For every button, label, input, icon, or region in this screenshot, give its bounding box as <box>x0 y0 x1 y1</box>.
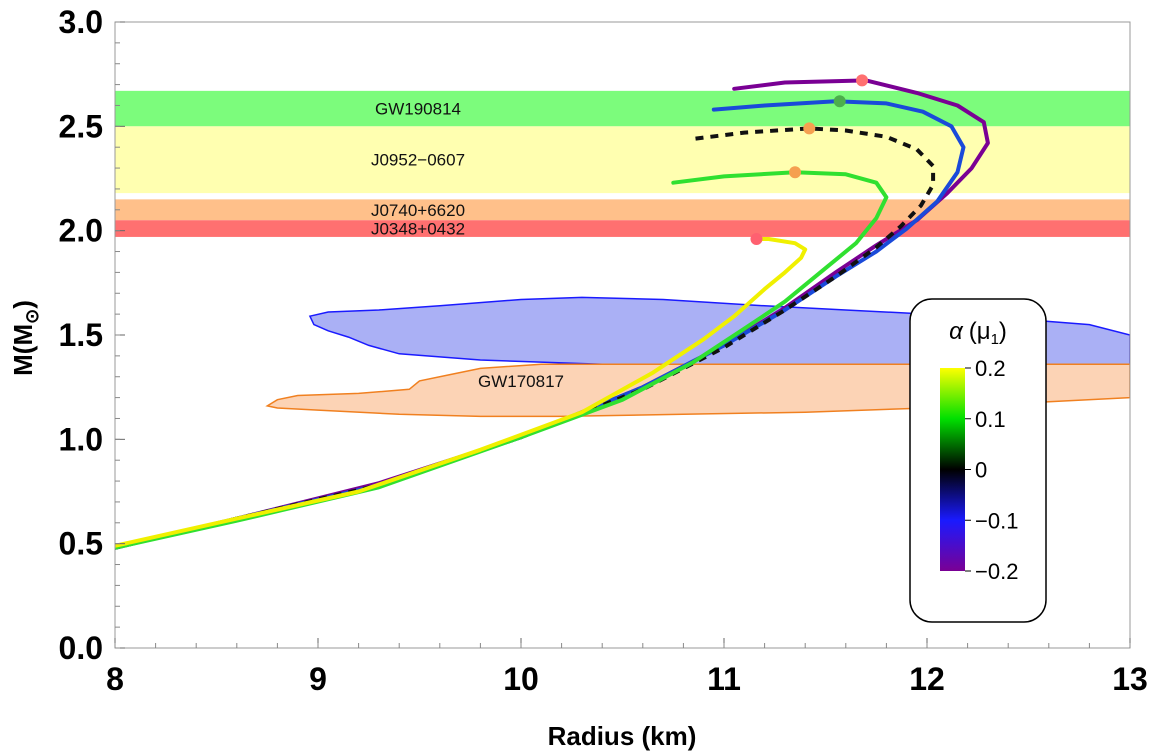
x-tick-label: 9 <box>309 661 327 697</box>
svg-text:M(M⊙): M(M⊙) <box>8 300 42 376</box>
max-point-alpha-0-1 <box>833 95 846 108</box>
y-axis-title-text: M(M <box>8 324 38 376</box>
y-tick-label: 0.5 <box>59 526 103 562</box>
y-tick-label: 3.0 <box>59 4 103 40</box>
y-axis-title: M(M⊙) <box>8 300 42 376</box>
band-j0348-0432 <box>115 220 1130 237</box>
observation-bands <box>115 90 1130 237</box>
x-axis-title: Radius (km) <box>548 721 697 751</box>
max-point-alpha-0-1 <box>789 166 802 179</box>
max-point-alpha-0-2 <box>856 74 869 87</box>
colorbar-gradient <box>940 368 965 571</box>
band-j0740-6620 <box>115 199 1130 221</box>
band-label-j0952-0607: J0952−0607 <box>371 151 465 170</box>
x-axis: 8 9 10 11 12 13 <box>106 638 1148 697</box>
band-gw190814 <box>115 90 1130 127</box>
x-tick-label: 11 <box>707 661 741 697</box>
max-mass-points <box>750 74 869 246</box>
colorbar-tick-label: 0 <box>975 458 987 483</box>
x-tick-label: 12 <box>909 661 945 697</box>
colorbar-title: α (μ1) <box>949 318 1007 348</box>
band-label-j0348-0432: J0348+0432 <box>371 220 465 239</box>
max-point-alpha-0-2 <box>750 233 763 246</box>
eos-curves <box>115 78 990 550</box>
region-label-gw170817: GW170817 <box>478 372 564 391</box>
colorbar-ticks: 0.2 0.1 0 −0.1 −0.2 <box>965 356 1018 584</box>
curve-alpha-0-2 <box>115 237 808 548</box>
band-label-j0740-6620: J0740+6620 <box>371 201 465 220</box>
x-tick-label: 13 <box>1112 661 1148 697</box>
colorbar-tick-label: −0.1 <box>975 508 1018 533</box>
y-axis-title-sub: ⊙ <box>22 309 42 324</box>
colorbar-tick-label: 0.1 <box>975 407 1006 432</box>
y-tick-label: 0.0 <box>59 630 103 666</box>
colorbar-tick-label: −0.2 <box>975 559 1018 584</box>
y-tick-label: 1.5 <box>59 317 103 353</box>
y-tick-label: 1.0 <box>59 421 103 457</box>
y-tick-label: 2.0 <box>59 213 103 249</box>
y-axis-title-close: ) <box>8 300 38 309</box>
x-tick-label: 8 <box>106 661 124 697</box>
x-tick-label: 10 <box>503 661 539 697</box>
colorbar-tick-label: 0.2 <box>975 356 1006 381</box>
colorbar-legend: α (μ1) 0.2 0.1 0 −0.1 −0.2 <box>909 298 1047 623</box>
y-axis: 0.0 0.5 1.0 1.5 2.0 2.5 3.0 <box>59 4 125 666</box>
y-tick-label: 2.5 <box>59 108 103 144</box>
max-point-alpha-0 <box>803 122 816 135</box>
band-label-gw190814: GW190814 <box>375 100 461 119</box>
